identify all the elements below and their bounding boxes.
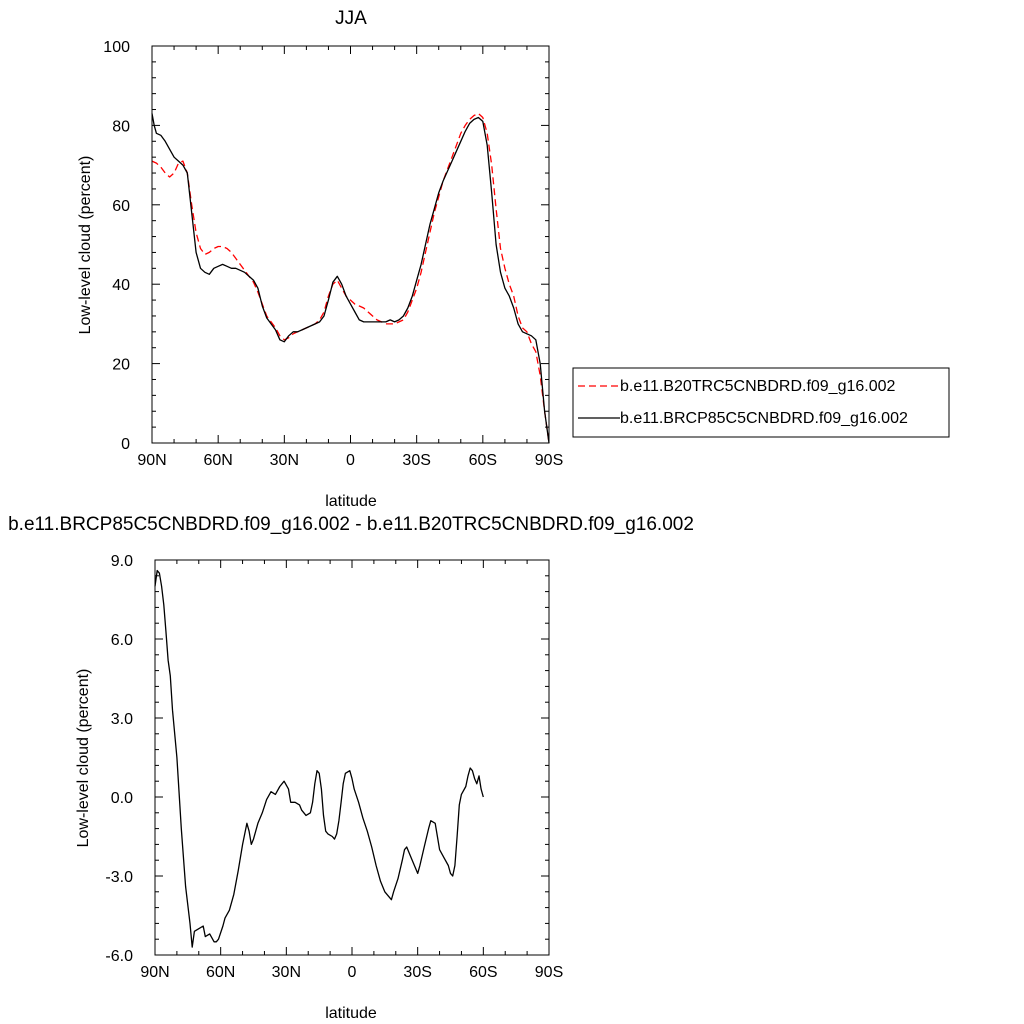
bottom-x-tick-label: 90N — [140, 964, 169, 981]
legend-box — [572, 367, 950, 438]
top-x-tick-label: 60N — [203, 452, 232, 469]
top-series-line-0 — [151, 112, 550, 444]
top-y-tick-label: 60 — [112, 198, 130, 215]
top-chart-title: JJA — [335, 8, 367, 29]
legend-label-historical: b.e11.B20TRC5CNBDRD.f09_g16.002 — [620, 378, 896, 395]
legend-label-rcp85: b.e11.BRCP85C5CNBDRD.f09_g16.002 — [620, 410, 908, 427]
top-y-axis-label: Low-level cloud (percent) — [77, 156, 94, 335]
top-x-tick-label: 30N — [270, 452, 299, 469]
top-y-tick-label: 20 — [112, 357, 130, 374]
top-legend: b.e11.B20TRC5CNBDRD.f09_g16.002 b.e11.BR… — [572, 367, 950, 438]
bottom-plot-frame — [154, 559, 550, 956]
top-x-tick-label: 30S — [402, 452, 430, 469]
bottom-chart-title: b.e11.BRCP85C5CNBDRD.f09_g16.002 - b.e11… — [8, 514, 694, 535]
bottom-series-layer — [154, 569, 484, 948]
top-series-line-1 — [151, 113, 550, 444]
top-plot-frame — [151, 45, 550, 444]
top-x-tick-label: 0 — [346, 452, 355, 469]
bottom-y-tick-label: 6.0 — [111, 632, 133, 649]
top-y-tick-label: 40 — [112, 277, 130, 294]
bottom-y-tick-label: 9.0 — [111, 553, 133, 570]
bottom-y-axis-label: Low-level cloud (percent) — [75, 669, 92, 848]
bottom-y-tick-label: 0.0 — [111, 790, 133, 807]
bottom-x-tick-label: 30N — [272, 964, 301, 981]
top-y-tick-label: 100 — [103, 39, 130, 56]
bottom-x-tick-label: 60N — [206, 964, 235, 981]
bottom-x-tick-label: 0 — [348, 964, 357, 981]
top-x-tick-label: 60S — [469, 452, 497, 469]
top-panel: JJA 90N 60N 30N 0 30S 60S 90S 0 20 40 60 80 100 lati… — [77, 8, 950, 510]
bottom-panel: b.e11.BRCP85C5CNBDRD.f09_g16.002 - b.e11… — [8, 514, 694, 1022]
bottom-series-line-0 — [154, 569, 484, 948]
top-x-tick-label: 90S — [535, 452, 563, 469]
bottom-y-tick-label: -3.0 — [105, 869, 133, 886]
top-series-layer — [151, 112, 550, 444]
bottom-y-tick-label: 3.0 — [111, 711, 133, 728]
bottom-x-axis-label: latitude — [325, 1005, 377, 1022]
bottom-x-tick-label: 90S — [535, 964, 563, 981]
bottom-x-tick-label: 60S — [469, 964, 497, 981]
bottom-y-tick-label: -6.0 — [105, 948, 133, 965]
bottom-x-tick-label: 30S — [403, 964, 431, 981]
top-x-tick-label: 90N — [137, 452, 166, 469]
top-y-tick-label: 80 — [112, 118, 130, 135]
top-y-tick-label: 0 — [121, 436, 130, 453]
top-x-axis-label: latitude — [325, 493, 377, 510]
top-ticks: 90N 60N 30N 0 30S 60S 90S 0 20 40 60 80 100 — [103, 39, 563, 469]
bottom-ticks: 90N 60N 30N 0 30S 60S 90S -6.0 -3.0 0.0 3.0 6.0 9.0 — [105, 553, 563, 981]
